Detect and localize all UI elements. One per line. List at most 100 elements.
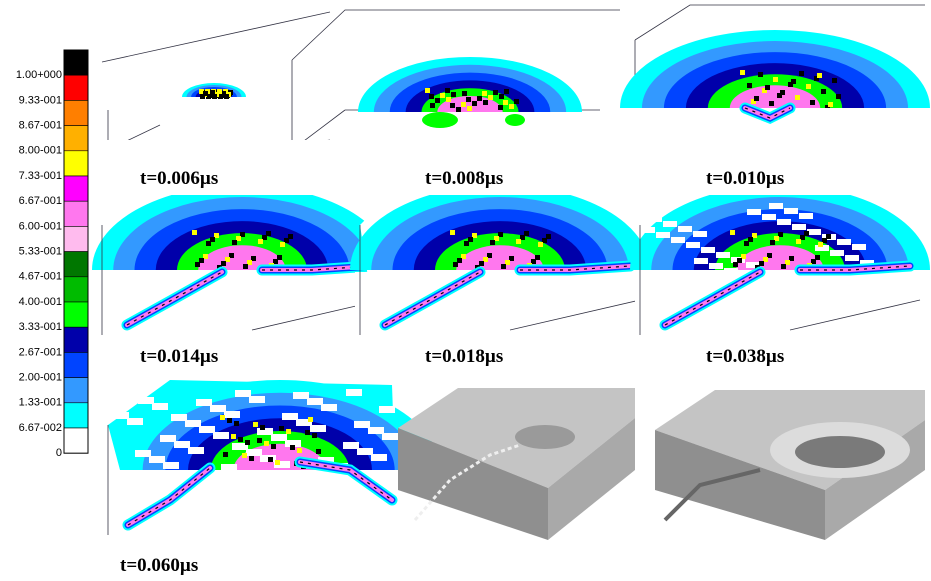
- debris: [249, 456, 254, 461]
- noise: [898, 206, 912, 212]
- legend-swatch: [64, 277, 88, 302]
- debris: [223, 452, 228, 457]
- panel-images: [92, 5, 931, 540]
- box-edge: [292, 60, 345, 150]
- legend-swatch: [64, 126, 88, 151]
- noise: [671, 237, 685, 243]
- debris: [817, 73, 822, 78]
- debris: [430, 103, 435, 108]
- debris: [503, 100, 508, 105]
- debris: [498, 105, 503, 110]
- legend-swatch: [64, 75, 88, 100]
- box-edge: [292, 10, 620, 60]
- debris: [730, 230, 735, 235]
- debris: [286, 429, 291, 434]
- legend-label: 0: [56, 447, 62, 459]
- debris: [514, 99, 519, 104]
- debris: [467, 106, 472, 111]
- noise: [282, 413, 298, 420]
- debris: [740, 70, 745, 75]
- noise: [769, 203, 783, 209]
- legend-label: 6.67-002: [19, 422, 62, 434]
- debris: [795, 95, 800, 100]
- noise: [321, 404, 337, 411]
- legend-label: 8.00-001: [19, 145, 62, 157]
- debris: [210, 90, 215, 95]
- color-legend: 1.00+0009.33-0018.67-0018.00-0017.33-001…: [16, 50, 88, 459]
- debris: [217, 89, 222, 94]
- debris: [445, 88, 450, 93]
- noise: [357, 448, 373, 455]
- noise: [382, 433, 398, 440]
- legend-swatch: [64, 403, 88, 428]
- noise: [210, 405, 226, 412]
- legend-swatch: [64, 50, 88, 75]
- debris: [836, 94, 841, 99]
- noise: [830, 250, 844, 256]
- noise: [163, 462, 179, 469]
- debris: [773, 77, 778, 82]
- noise: [185, 420, 201, 427]
- noise: [135, 450, 151, 457]
- box-edge: [102, 12, 330, 62]
- debris: [818, 242, 823, 247]
- debris: [769, 101, 774, 106]
- debris: [472, 101, 477, 106]
- debris: [231, 434, 236, 439]
- panel-label: t=0.010µs: [706, 168, 784, 189]
- legend-label: 7.33-001: [19, 170, 62, 182]
- panel: [600, 5, 930, 150]
- debris: [258, 239, 263, 244]
- noise: [138, 397, 154, 404]
- legend-swatch: [64, 252, 88, 277]
- noise: [196, 399, 212, 406]
- debris: [264, 441, 269, 446]
- debris: [828, 102, 833, 107]
- legend-swatch: [64, 352, 88, 377]
- noise: [701, 247, 715, 253]
- debris: [305, 430, 310, 435]
- panel: [108, 380, 440, 535]
- debris: [425, 88, 430, 93]
- noise: [799, 213, 813, 219]
- debris: [733, 262, 738, 267]
- debris: [799, 71, 804, 76]
- debris: [232, 240, 237, 245]
- legend-label: 1.00+000: [16, 69, 62, 81]
- noise: [641, 227, 655, 233]
- noise: [837, 239, 851, 245]
- debris: [477, 96, 482, 101]
- noise: [777, 219, 791, 225]
- debris: [253, 422, 258, 427]
- crater: [515, 425, 575, 449]
- debris: [279, 426, 284, 431]
- debris: [810, 100, 815, 105]
- debris: [312, 433, 317, 438]
- noise: [160, 435, 176, 442]
- legend-label: 1.33-001: [19, 397, 62, 409]
- cover: [635, 272, 931, 342]
- debris: [482, 91, 487, 96]
- noise: [747, 209, 761, 215]
- debris: [806, 84, 811, 89]
- debris: [453, 262, 458, 267]
- noise: [188, 447, 204, 454]
- noise: [246, 449, 262, 456]
- debris: [516, 239, 521, 244]
- noise: [224, 411, 240, 418]
- debris: [195, 262, 200, 267]
- noise: [127, 418, 143, 425]
- debris: [227, 418, 232, 423]
- noise: [762, 214, 776, 220]
- legend-label: 2.67-001: [19, 346, 62, 358]
- noise: [807, 229, 821, 235]
- debris: [316, 449, 321, 454]
- debris: [796, 239, 801, 244]
- legend-label: 9.33-001: [19, 94, 62, 106]
- noise: [656, 232, 670, 238]
- noise: [694, 258, 708, 264]
- debris: [501, 264, 506, 269]
- debris: [538, 242, 543, 247]
- debris: [206, 241, 211, 246]
- debris: [440, 93, 445, 98]
